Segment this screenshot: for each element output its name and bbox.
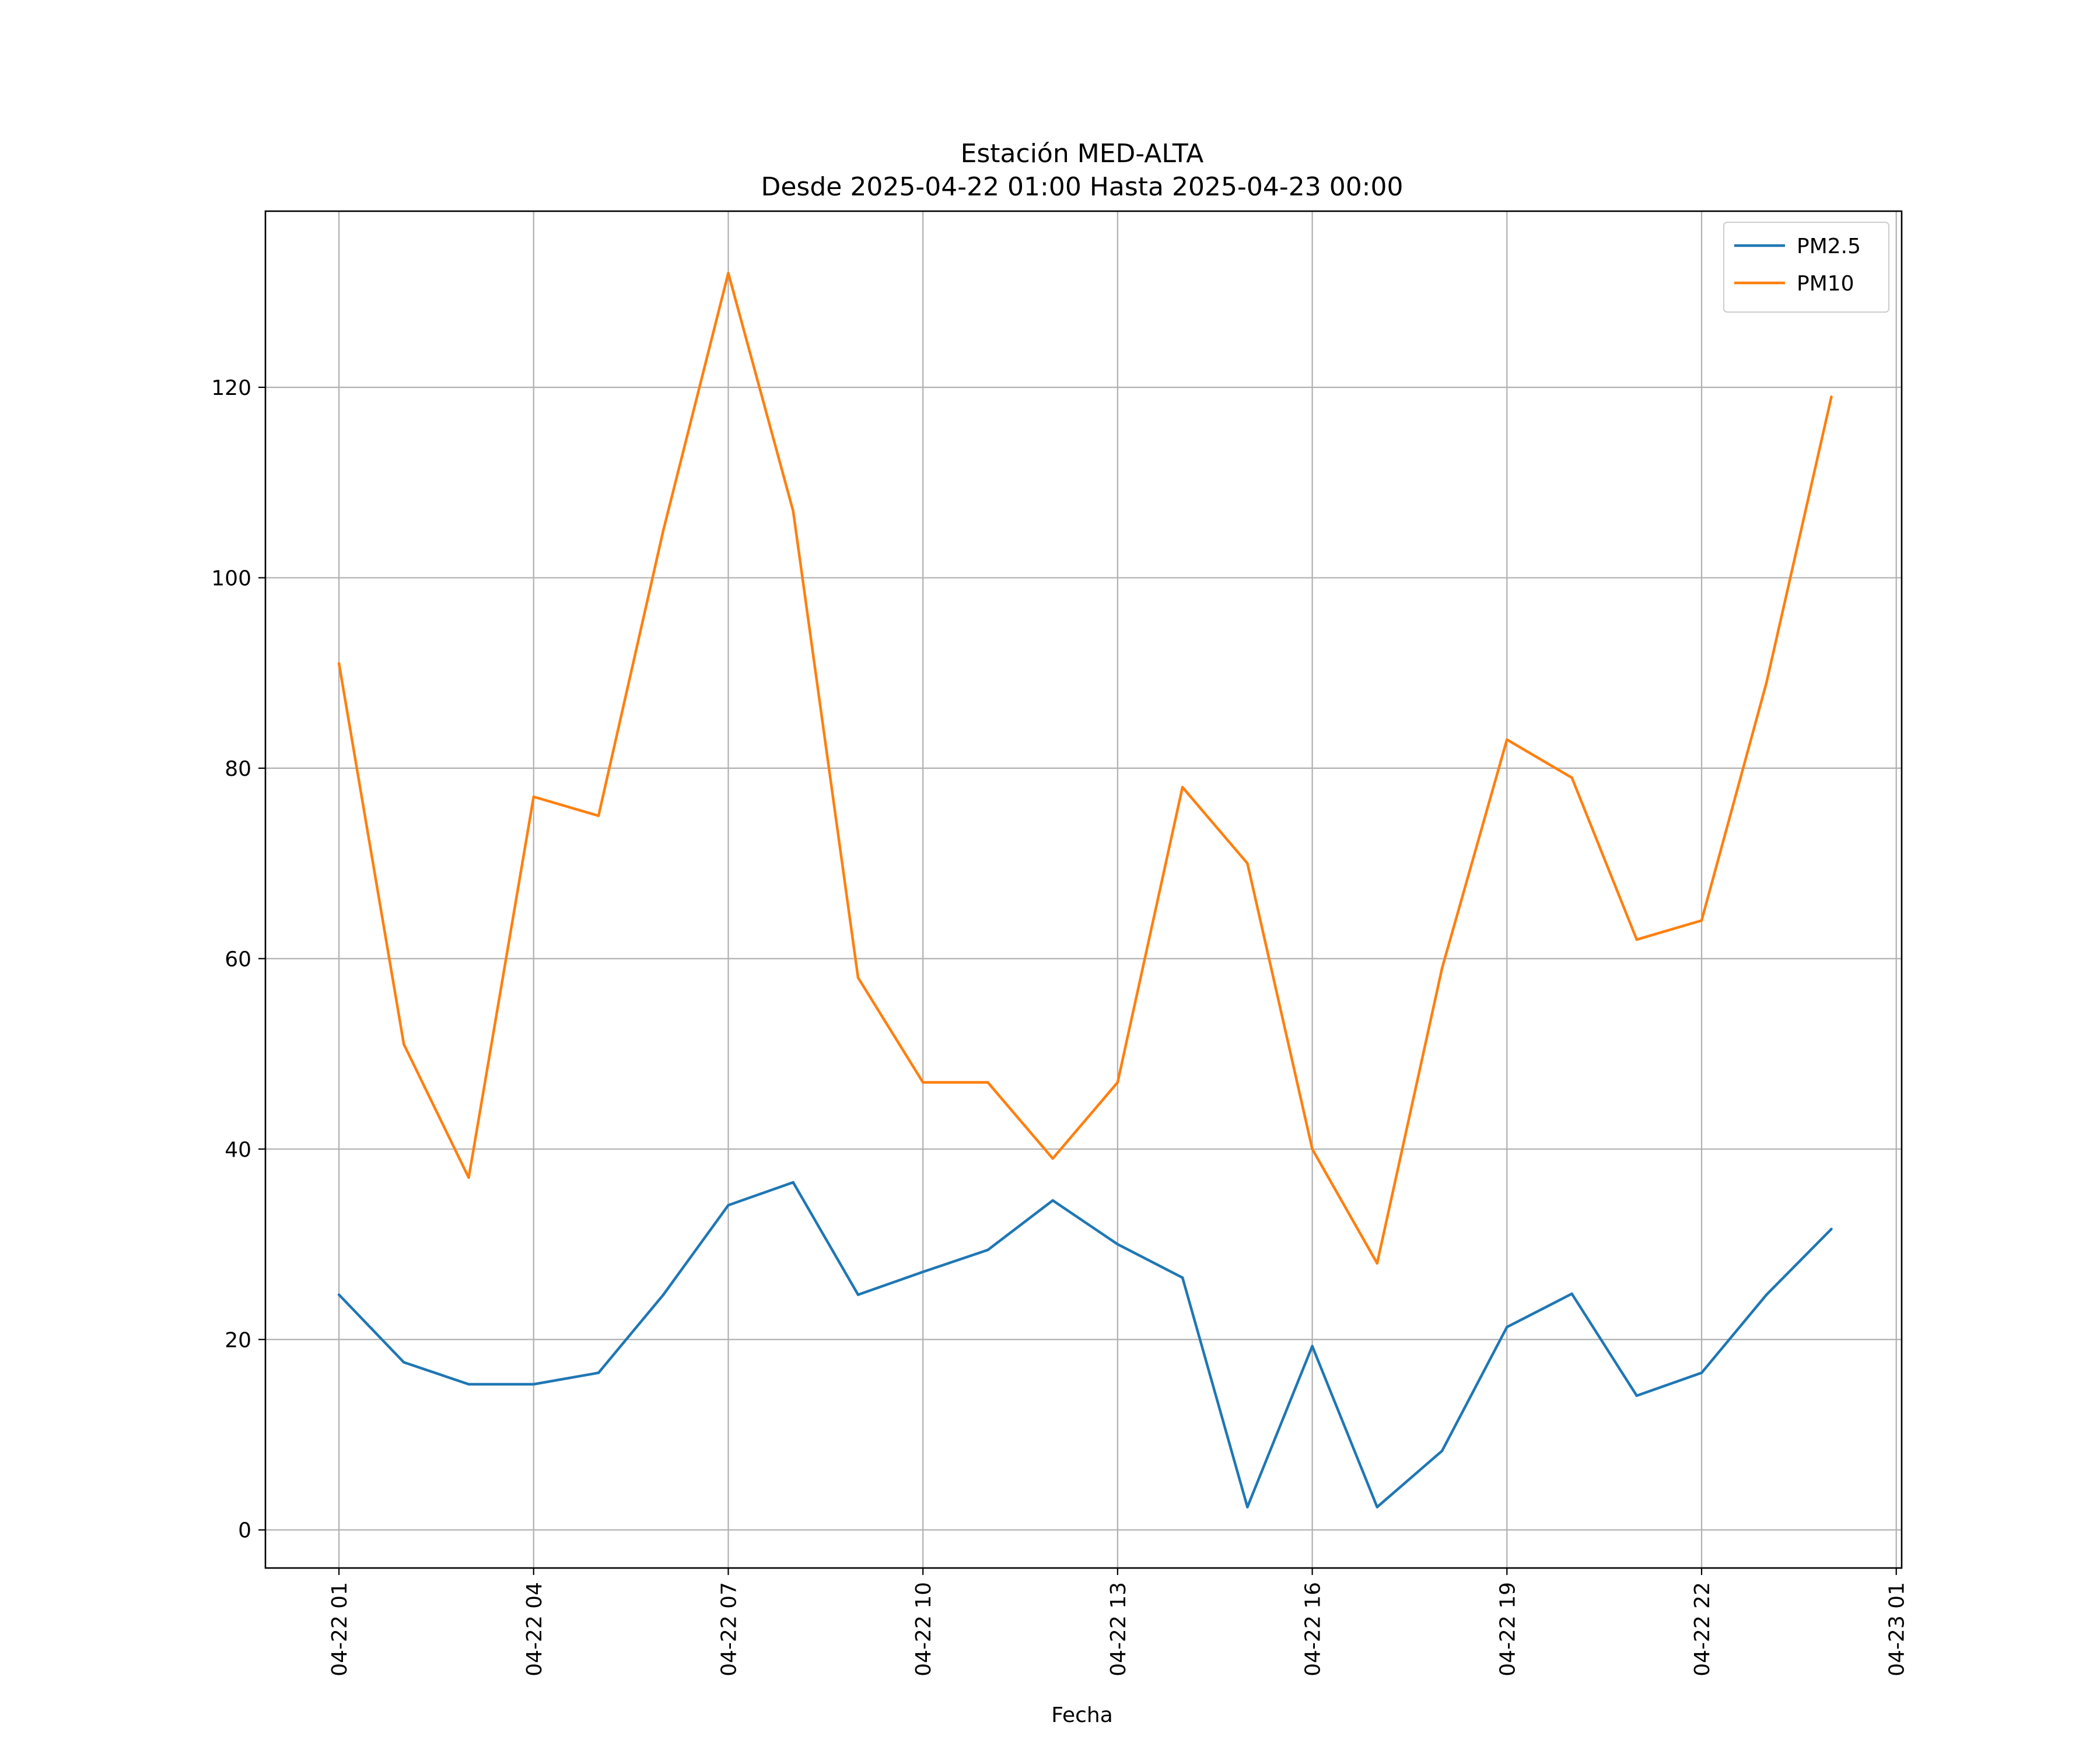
data-point [1376, 1262, 1379, 1265]
data-point [856, 976, 860, 979]
legend-label: PM2.5 [1797, 235, 1861, 258]
data-point [1506, 738, 1508, 741]
data-point [467, 1382, 470, 1386]
data-point [856, 1293, 860, 1296]
y-tick-label: 120 [211, 376, 251, 400]
data-point [921, 1270, 925, 1273]
series-line [337, 271, 1833, 1265]
x-tick-label: 04-22 19 [1496, 1582, 1520, 1676]
data-point [532, 1382, 536, 1386]
data-point [1765, 681, 1768, 684]
data-point [921, 1081, 925, 1084]
x-axis-label: Fecha [1051, 1703, 1113, 1727]
legend-label: PM10 [1797, 272, 1854, 296]
chart-subtitle: Desde 2025-04-22 01:00 Hasta 2025-04-23 … [761, 172, 1403, 202]
x-tick-label: 04-22 10 [912, 1582, 936, 1676]
data-point [467, 1176, 470, 1180]
grid [265, 211, 1902, 1568]
data-point [1311, 1147, 1314, 1151]
data-point [662, 1293, 665, 1296]
data-point [337, 662, 341, 665]
data-point [1440, 1449, 1444, 1452]
data-point [727, 1203, 730, 1207]
plot-frame [264, 210, 1903, 1569]
data-point [597, 1371, 600, 1374]
data-point [1376, 1506, 1379, 1508]
x-tick-label: 04-22 04 [523, 1582, 547, 1676]
x-tick-label: 04-22 01 [328, 1582, 352, 1676]
data-point [532, 795, 536, 799]
data-point [1830, 396, 1833, 398]
data-point [1181, 786, 1184, 789]
data-point [1440, 967, 1444, 970]
data-point [1635, 938, 1639, 941]
series-line [338, 1181, 1833, 1508]
data-point [986, 1248, 989, 1252]
data-point [1246, 862, 1249, 865]
y-tick-label: 60 [225, 947, 251, 971]
y-tick-label: 80 [225, 757, 251, 781]
data-point [1700, 1371, 1703, 1374]
data-point [662, 528, 665, 532]
y-tick-label: 40 [225, 1138, 251, 1162]
y-axis: 0 20 40 60 80 100 120 [211, 376, 265, 1543]
data-point [986, 1081, 989, 1084]
data-point [1116, 1242, 1119, 1246]
y-tick-label: 20 [225, 1328, 251, 1352]
x-tick-label: 04-23 01 [1885, 1582, 1909, 1676]
data-point [1181, 1276, 1184, 1279]
x-tick-label: 04-22 13 [1107, 1582, 1130, 1676]
data-point [1311, 1345, 1314, 1348]
data-point [402, 1361, 405, 1364]
chart-title: Estación MED-ALTA [961, 139, 1204, 169]
y-tick-label: 0 [238, 1519, 251, 1543]
legend: PM2.5 PM10 [1723, 222, 1889, 313]
data-point [597, 814, 600, 817]
data-point [1570, 1292, 1573, 1296]
data-point [1700, 919, 1703, 922]
data-point [727, 271, 730, 275]
data-point [1830, 1227, 1833, 1231]
data-point [792, 1181, 794, 1184]
data-point [1635, 1394, 1639, 1397]
data-point [1506, 1325, 1508, 1329]
data-point [402, 1042, 405, 1046]
data-point [1051, 1157, 1054, 1160]
y-tick-label: 100 [211, 566, 251, 590]
data-point [1246, 1506, 1249, 1508]
series-group [337, 271, 1833, 1265]
x-axis: 04-22 01 04-22 04 04-22 07 04-22 10 04-22 13… [328, 1568, 1909, 1676]
data-point [1051, 1199, 1054, 1202]
x-tick-label: 04-22 07 [717, 1582, 741, 1676]
series-layer [337, 271, 1833, 1508]
data-point [1570, 776, 1573, 779]
data-point [1765, 1293, 1768, 1296]
data-point [1116, 1081, 1119, 1084]
data-point [792, 509, 794, 513]
x-tick-label: 04-22 16 [1301, 1582, 1325, 1676]
data-point [337, 1293, 341, 1296]
series-group [337, 1181, 1833, 1508]
x-tick-label: 04-22 22 [1690, 1582, 1714, 1676]
